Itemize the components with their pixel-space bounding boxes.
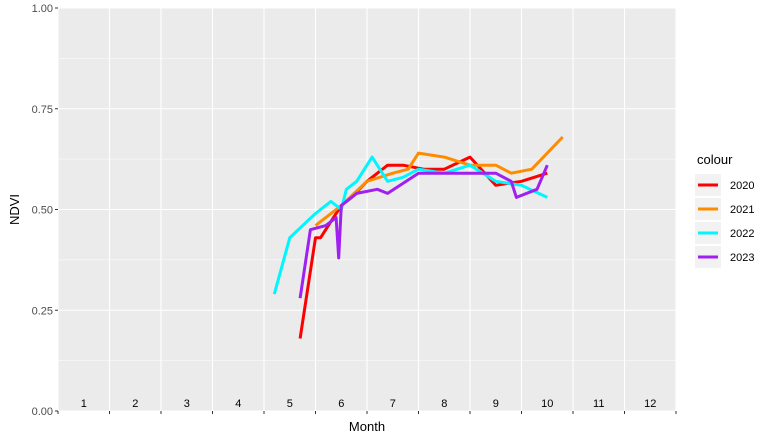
legend-label-2021: 2021 — [730, 204, 754, 216]
legend-label-2020: 2020 — [730, 180, 754, 192]
month-label: 12 — [644, 398, 656, 410]
y-tick-label: 0.00 — [32, 406, 53, 418]
legend-label-2022: 2022 — [730, 228, 754, 240]
x-axis — [57, 411, 677, 414]
legend-label-2023: 2023 — [730, 252, 754, 264]
x-axis-title: Month — [349, 419, 385, 434]
month-label: 8 — [441, 398, 447, 410]
month-label: 9 — [493, 398, 499, 410]
month-labels: 1 2 3 4 5 6 7 8 9 10 11 12 — [81, 398, 657, 410]
month-label: 4 — [235, 398, 241, 410]
y-axis: 0.00 0.25 0.50 0.75 1.00 — [32, 3, 58, 418]
y-tick-label: 0.25 — [32, 305, 53, 317]
month-label: 11 — [593, 398, 604, 410]
month-label: 10 — [541, 398, 553, 410]
y-tick-label: 0.50 — [32, 205, 53, 217]
legend-title: colour — [697, 152, 733, 167]
month-label: 1 — [81, 398, 87, 410]
month-label: 7 — [390, 398, 396, 410]
month-label: 2 — [132, 398, 138, 410]
y-tick-label: 1.00 — [32, 3, 53, 15]
legend: colour 2020 2021 2022 2023 — [695, 152, 754, 268]
month-label: 5 — [287, 398, 293, 410]
month-label: 6 — [338, 398, 344, 410]
month-label: 3 — [184, 398, 190, 410]
series-line-2023 — [298, 164, 549, 299]
y-axis-title: NDVI — [7, 194, 22, 225]
y-tick-label: 0.75 — [32, 104, 53, 116]
series-lines — [272, 135, 564, 339]
